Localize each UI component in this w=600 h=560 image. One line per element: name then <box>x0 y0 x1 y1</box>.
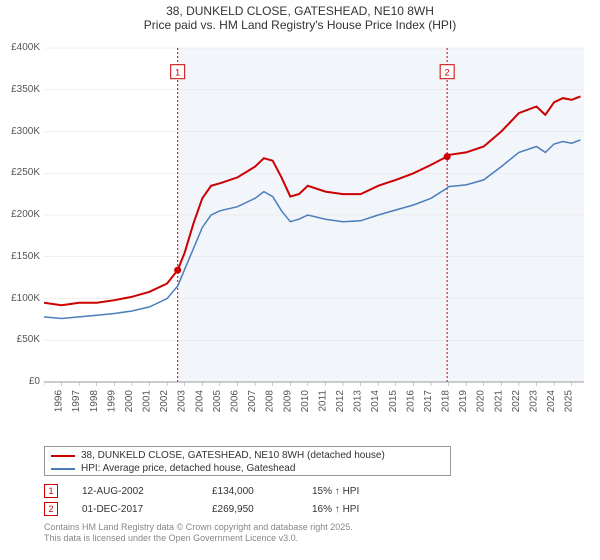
x-tick-label: 2010 <box>300 390 311 412</box>
chart-marker-label: 1 <box>175 68 180 78</box>
x-tick-label: 2016 <box>405 390 416 412</box>
y-tick-label: £0 <box>0 376 40 387</box>
marker-dot <box>444 153 451 160</box>
x-tick-label: 1995 <box>44 390 47 412</box>
x-tick-label: 2009 <box>282 390 293 412</box>
chart-container: 38, DUNKELD CLOSE, GATESHEAD, NE10 8WH P… <box>0 0 600 560</box>
marker-row: 1 12-AUG-2002 £134,000 15% ↑ HPI <box>44 482 412 500</box>
chart-titles: 38, DUNKELD CLOSE, GATESHEAD, NE10 8WH P… <box>0 0 600 32</box>
x-tick-label: 2007 <box>247 390 258 412</box>
marker-pct: 16% ↑ HPI <box>312 504 412 515</box>
x-tick-label: 2017 <box>423 390 434 412</box>
y-tick-label: £100K <box>0 293 40 304</box>
y-tick-label: £350K <box>0 84 40 95</box>
x-tick-label: 2025 <box>564 390 575 412</box>
x-tick-label: 2021 <box>493 390 504 412</box>
x-tick-label: 2023 <box>529 390 540 412</box>
x-tick-label: 2019 <box>458 390 469 412</box>
marker-id-box: 1 <box>44 484 58 498</box>
x-tick-label: 2014 <box>370 390 381 412</box>
y-tick-label: £400K <box>0 42 40 53</box>
legend-row: HPI: Average price, detached house, Gate… <box>51 462 444 475</box>
marker-row: 2 01-DEC-2017 £269,950 16% ↑ HPI <box>44 500 412 518</box>
x-tick-label: 2006 <box>229 390 240 412</box>
y-tick-label: £300K <box>0 126 40 137</box>
x-tick-label: 2024 <box>546 390 557 412</box>
x-tick-label: 2022 <box>511 390 522 412</box>
markers-table: 1 12-AUG-2002 £134,000 15% ↑ HPI 2 01-DE… <box>44 482 412 518</box>
chart-marker-label: 2 <box>445 68 450 78</box>
x-tick-label: 2002 <box>159 390 170 412</box>
y-tick-label: £50K <box>0 334 40 345</box>
x-tick-label: 1996 <box>54 390 65 412</box>
x-tick-label: 2018 <box>441 390 452 412</box>
x-tick-label: 1998 <box>89 390 100 412</box>
x-tick-label: 1997 <box>71 390 82 412</box>
marker-price: £134,000 <box>212 486 312 497</box>
x-tick-label: 2005 <box>212 390 223 412</box>
title-address: 38, DUNKELD CLOSE, GATESHEAD, NE10 8WH <box>0 4 600 18</box>
marker-id-box: 2 <box>44 502 58 516</box>
title-subtitle: Price paid vs. HM Land Registry's House … <box>0 18 600 32</box>
x-tick-label: 2011 <box>317 390 328 412</box>
y-tick-label: £200K <box>0 209 40 220</box>
x-tick-label: 2003 <box>177 390 188 412</box>
y-tick-label: £150K <box>0 251 40 262</box>
marker-date: 12-AUG-2002 <box>82 486 212 497</box>
legend-swatch <box>51 455 75 457</box>
marker-dot <box>174 267 181 274</box>
x-tick-label: 2004 <box>194 390 205 412</box>
line-chart: 1 2 1995 1996 1997 1998 1999 2000 2001 2002 2003 20… <box>44 42 590 412</box>
x-tick-label: 2013 <box>353 390 364 412</box>
marker-price: £269,950 <box>212 504 312 515</box>
x-tick-label: 1999 <box>106 390 117 412</box>
marker-date: 01-DEC-2017 <box>82 504 212 515</box>
legend-label: 38, DUNKELD CLOSE, GATESHEAD, NE10 8WH (… <box>81 450 385 461</box>
x-tick-label: 2008 <box>265 390 276 412</box>
attribution: Contains HM Land Registry data © Crown c… <box>44 522 353 544</box>
x-tick-label: 2001 <box>142 390 153 412</box>
attribution-line2: This data is licensed under the Open Gov… <box>44 533 353 544</box>
x-tick-label: 2000 <box>124 390 135 412</box>
legend-swatch <box>51 468 75 470</box>
attribution-line1: Contains HM Land Registry data © Crown c… <box>44 522 353 533</box>
y-tick-label: £250K <box>0 167 40 178</box>
legend-row: 38, DUNKELD CLOSE, GATESHEAD, NE10 8WH (… <box>51 449 444 462</box>
marker-pct: 15% ↑ HPI <box>312 486 412 497</box>
x-tick-label: 2020 <box>476 390 487 412</box>
x-tick-label: 2012 <box>335 390 346 412</box>
legend: 38, DUNKELD CLOSE, GATESHEAD, NE10 8WH (… <box>44 446 451 476</box>
x-tick-label: 2015 <box>388 390 399 412</box>
legend-label: HPI: Average price, detached house, Gate… <box>81 463 295 474</box>
